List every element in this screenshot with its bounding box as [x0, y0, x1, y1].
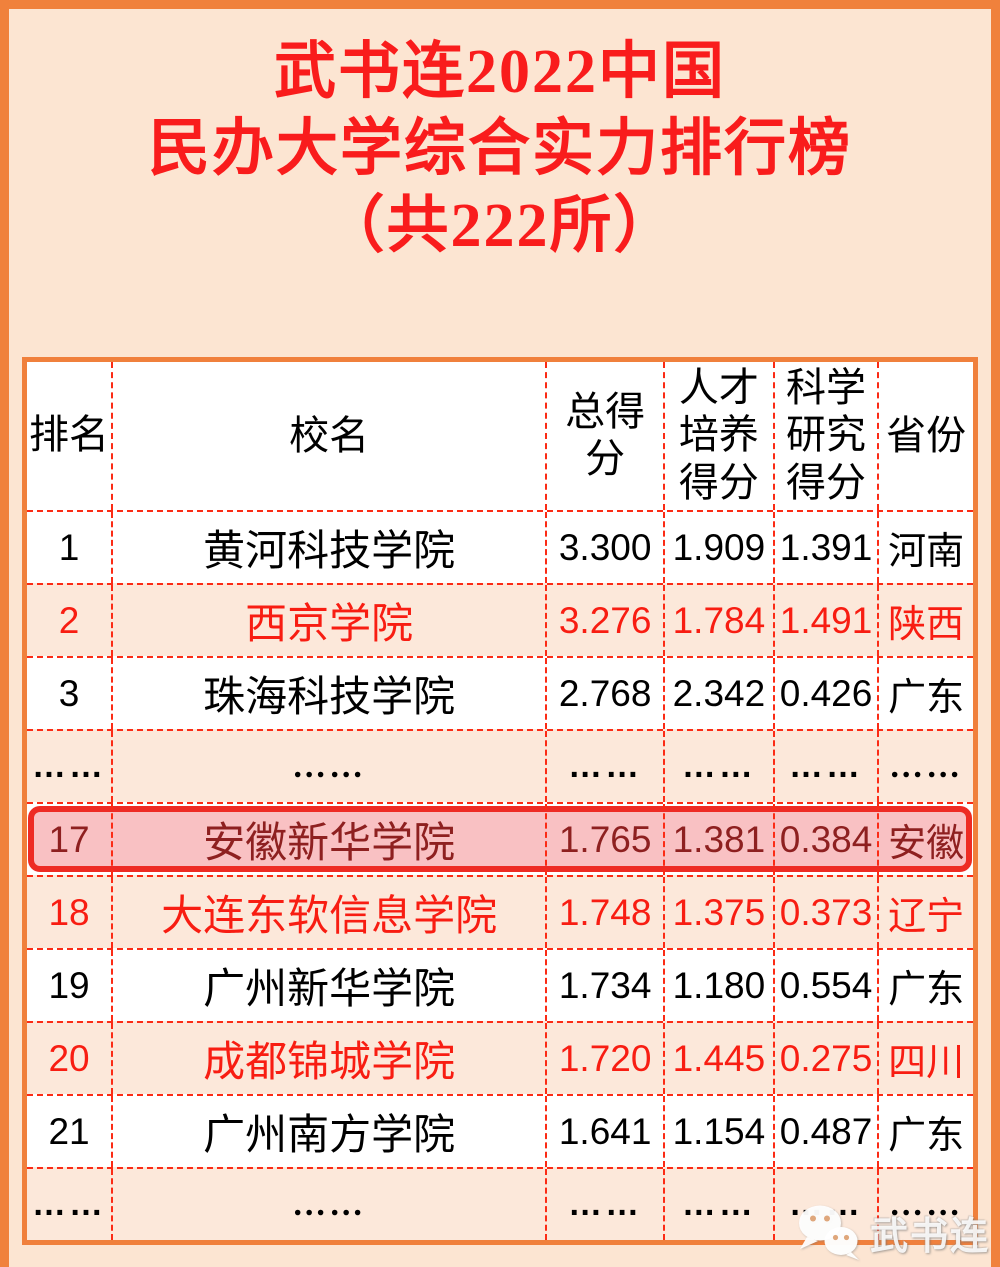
- cell-rank: 21: [27, 1096, 114, 1167]
- cell-province: 辽宁: [888, 896, 965, 938]
- table-row: 1 黄河科技学院 3.300 1.909 1.391 河南: [27, 510, 973, 583]
- cell-school-name: 西京学院: [113, 585, 548, 656]
- cell-total-score: 1.641: [547, 1096, 666, 1167]
- cell-total-score: 1.720: [547, 1023, 666, 1094]
- cell-talent-score: 1.784: [665, 585, 775, 656]
- cell-rank: 20: [27, 1023, 114, 1094]
- cell-talent-score: 1.909: [665, 512, 775, 583]
- header-total: 总得 分: [547, 362, 666, 510]
- table-row: 20 成都锦城学院 1.720 1.445 0.275 四川: [27, 1021, 973, 1094]
- cell-total-score: 3.300: [547, 512, 666, 583]
- cell-school-name: 广州南方学院: [113, 1096, 548, 1167]
- cell-rank: 1: [27, 512, 114, 583]
- title-line-2: 民办大学综合实力排行榜: [147, 115, 852, 183]
- cell-school-name: 安徽新华学院: [113, 804, 548, 875]
- table-row: …… …… …… …… …… ……: [27, 729, 973, 802]
- cell-total-score: 1.734: [547, 950, 666, 1021]
- table-body: 1 黄河科技学院 3.300 1.909 1.391 河南 2 西京学院 3.2…: [27, 510, 973, 1240]
- table-header-row: 排名 校名 总得 分 人才 培养 得分 科学 研究 得分 省份: [27, 362, 973, 510]
- cell-school-name: 成都锦城学院: [113, 1023, 548, 1094]
- header-research: 科学 研究 得分: [775, 362, 880, 510]
- cell-school-name: 广州新华学院: [113, 950, 548, 1021]
- cell-research-score: 1.391: [775, 512, 880, 583]
- cell-rank: 18: [27, 877, 114, 948]
- cell-province: ……: [889, 747, 964, 785]
- cell-school-name: ……: [113, 1169, 548, 1240]
- cell-school-name: 黄河科技学院: [113, 512, 548, 583]
- cell-province: ……: [889, 1185, 964, 1223]
- cell-total-score: ……: [547, 1169, 666, 1240]
- title-line-1: 武书连2022中国: [273, 38, 726, 106]
- cell-research-score: 1.491: [775, 585, 880, 656]
- header-province: 省份: [886, 413, 967, 459]
- table-row: …… …… …… …… …… ……: [27, 1167, 973, 1240]
- cell-talent-score: ……: [665, 1169, 775, 1240]
- table-row: 3 珠海科技学院 2.768 2.342 0.426 广东: [27, 656, 973, 729]
- ranking-table: 排名 校名 总得 分 人才 培养 得分 科学 研究 得分 省份 1 黄河科技学院…: [22, 357, 978, 1245]
- table-row: 19 广州新华学院 1.734 1.180 0.554 广东: [27, 948, 973, 1021]
- cell-research-score: 0.275: [775, 1023, 880, 1094]
- cell-talent-score: 2.342: [665, 658, 775, 729]
- cell-rank: 19: [27, 950, 114, 1021]
- cell-total-score: 3.276: [547, 585, 666, 656]
- wechat-bubbles-icon: [798, 1205, 859, 1260]
- cell-talent-score: 1.375: [665, 877, 775, 948]
- cell-talent-score: ……: [665, 731, 775, 802]
- table-row: 17 安徽新华学院 1.765 1.381 0.384 安徽: [27, 802, 973, 875]
- cell-total-score: 1.765: [547, 804, 666, 875]
- cell-research-score: 0.384: [775, 804, 880, 875]
- cell-province: 四川: [888, 1042, 965, 1084]
- cell-province: 河南: [888, 531, 965, 573]
- cell-research-score: 0.426: [775, 658, 880, 729]
- cell-province: 陕西: [888, 604, 965, 646]
- cell-school-name: ……: [113, 731, 548, 802]
- watermark-text: 武书连: [869, 1215, 990, 1258]
- cell-research-score: 0.373: [775, 877, 880, 948]
- cell-rank: 2: [27, 585, 114, 656]
- cell-talent-score: 1.154: [665, 1096, 775, 1167]
- cell-total-score: ……: [547, 731, 666, 802]
- cell-total-score: 1.748: [547, 877, 666, 948]
- header-name: 校名: [113, 362, 548, 510]
- cell-research-score: ……: [775, 731, 880, 802]
- cell-school-name: 珠海科技学院: [113, 658, 548, 729]
- cell-province: 广东: [888, 1115, 965, 1157]
- cell-rank: ……: [27, 731, 114, 802]
- cell-rank: 17: [27, 804, 114, 875]
- header-rank: 排名: [27, 362, 114, 510]
- title-line-3: （共222所）: [322, 192, 678, 260]
- table-row: 2 西京学院 3.276 1.784 1.491 陕西: [27, 583, 973, 656]
- cell-province: 广东: [888, 677, 965, 719]
- cell-total-score: 2.768: [547, 658, 666, 729]
- cell-research-score: 0.487: [775, 1096, 880, 1167]
- cell-talent-score: 1.381: [665, 804, 775, 875]
- table-row: 18 大连东软信息学院 1.748 1.375 0.373 辽宁: [27, 875, 973, 948]
- table-row: 21 广州南方学院 1.641 1.154 0.487 广东: [27, 1094, 973, 1167]
- cell-talent-score: 1.445: [665, 1023, 775, 1094]
- watermark: 武书连: [796, 1203, 990, 1261]
- cell-school-name: 大连东软信息学院: [113, 877, 548, 948]
- cell-rank: ……: [27, 1169, 114, 1240]
- cell-rank: 3: [27, 658, 114, 729]
- header-talent: 人才 培养 得分: [665, 362, 775, 510]
- cell-province: 广东: [888, 969, 965, 1011]
- cell-province: 安徽: [888, 823, 965, 865]
- cell-talent-score: 1.180: [665, 950, 775, 1021]
- cell-research-score: 0.554: [775, 950, 880, 1021]
- page-title: 武书连2022中国 民办大学综合实力排行榜 （共222所）: [0, 34, 1000, 265]
